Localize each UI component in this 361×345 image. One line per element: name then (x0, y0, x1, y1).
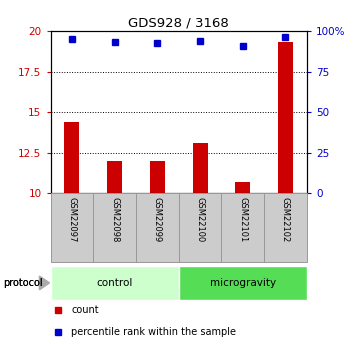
Bar (64, 122, 79, 193)
Bar (136, 193, 179, 262)
Title: GDS928 / 3168: GDS928 / 3168 (128, 17, 229, 30)
Bar (221, 193, 264, 262)
Bar (192, 143, 208, 193)
Text: GSM22099: GSM22099 (153, 197, 162, 242)
Bar (264, 193, 307, 262)
Bar (179, 266, 307, 300)
Text: GSM22102: GSM22102 (281, 197, 290, 242)
Bar (107, 161, 122, 193)
Text: GSM22097: GSM22097 (68, 197, 77, 242)
Text: microgravity: microgravity (210, 278, 276, 288)
Text: GSM22100: GSM22100 (196, 197, 205, 242)
Polygon shape (39, 276, 49, 290)
Text: protocol: protocol (4, 278, 43, 288)
Text: percentile rank within the sample: percentile rank within the sample (71, 327, 236, 337)
Text: count: count (71, 305, 99, 315)
Text: protocol: protocol (4, 278, 43, 288)
Bar (51, 266, 179, 300)
Text: control: control (96, 278, 133, 288)
Text: GSM22098: GSM22098 (110, 197, 119, 242)
Bar (278, 42, 293, 193)
Bar (51, 193, 93, 262)
Bar (235, 182, 250, 193)
Bar (179, 193, 221, 262)
Text: GSM22101: GSM22101 (238, 197, 247, 242)
Bar (150, 161, 165, 193)
Bar (93, 193, 136, 262)
